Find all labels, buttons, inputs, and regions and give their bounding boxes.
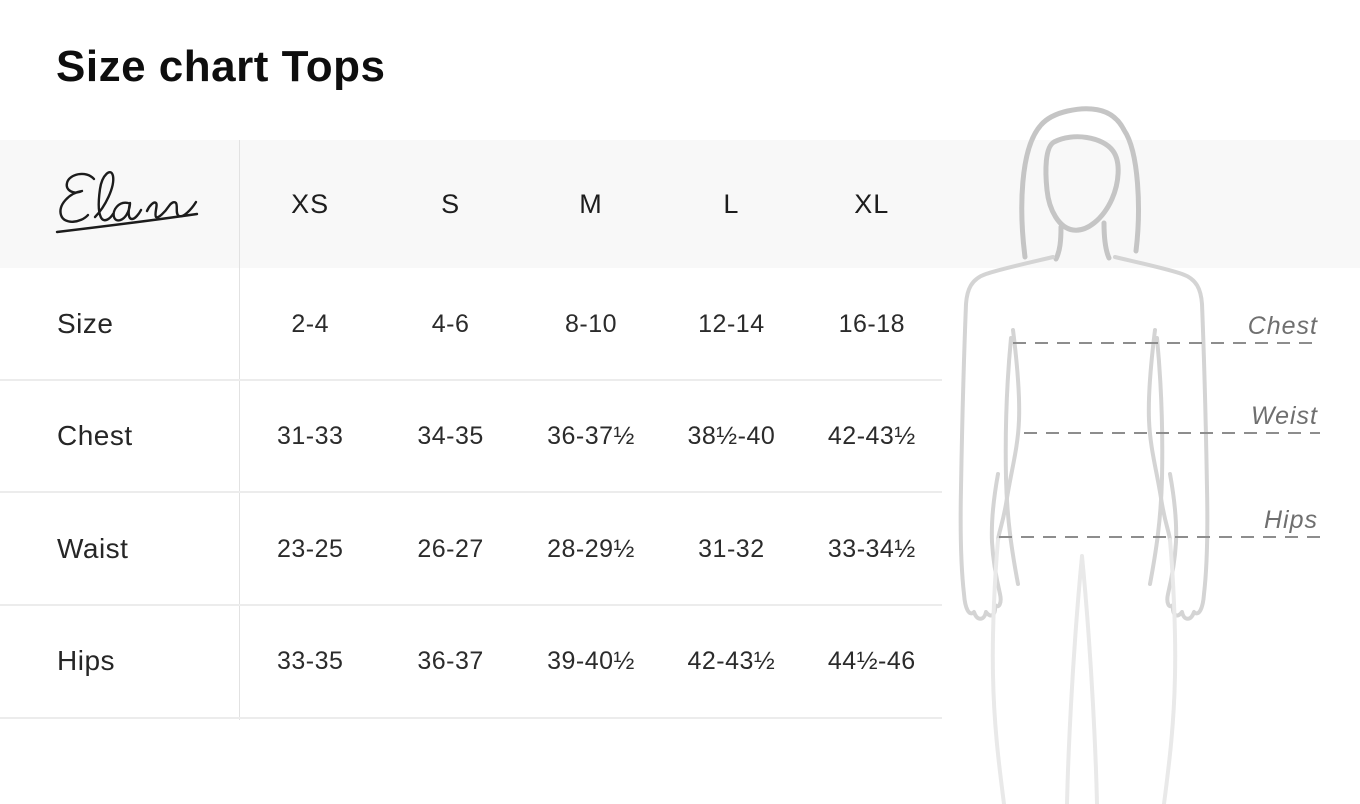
row-separator xyxy=(0,604,942,606)
column-header-l: L xyxy=(723,188,740,219)
row-label-chest: Chest xyxy=(57,420,133,451)
silhouette-face xyxy=(1043,134,1121,233)
silhouette-left-inner-arm xyxy=(1003,336,1020,586)
chest-value-xs: 31-33 xyxy=(276,421,344,450)
hips-value-s: 36-37 xyxy=(417,646,484,675)
waist-value-xs: 23-25 xyxy=(276,534,344,563)
waist-value-m: 28-29½ xyxy=(547,534,635,563)
chest-value-m: 36-37½ xyxy=(547,421,635,450)
table-row-hips: Hips 33-35 36-37 39-40½ 42-43½ 44½-46 xyxy=(0,605,942,717)
size-value-s: 4-6 xyxy=(431,309,470,338)
silhouette-right-inner-arm xyxy=(1148,336,1165,586)
silhouette-left-arm xyxy=(958,255,1055,621)
column-header-xl: XL xyxy=(854,188,890,219)
size-value-xs: 2-4 xyxy=(291,309,330,338)
silhouette-neck xyxy=(1101,220,1112,261)
silhouette-left-leg xyxy=(990,538,1006,804)
silhouette-torso-left xyxy=(996,328,1022,542)
chest-value-xl: 42-43½ xyxy=(827,421,916,450)
body-silhouette-figure: Chest Weist Hips xyxy=(958,106,1320,804)
waist-value-l: 31-32 xyxy=(698,534,765,563)
hips-value-m: 39-40½ xyxy=(547,646,635,675)
silhouette-right-leg xyxy=(1162,538,1178,804)
chest-measure-label: Chest xyxy=(1248,312,1318,340)
chest-value-s: 34-35 xyxy=(417,421,484,450)
header-cells: XS S M L XL xyxy=(240,140,942,268)
row-label-hips: Hips xyxy=(57,645,116,676)
column-header-xs: XS xyxy=(291,188,330,219)
column-divider xyxy=(239,140,240,720)
waist-measure-label: Weist xyxy=(1251,402,1318,430)
table-header-row: XS S M L XL xyxy=(0,140,942,268)
row-label-size: Size xyxy=(57,308,114,339)
brand-signature-icon xyxy=(55,171,199,234)
silhouette-inner-legs xyxy=(1065,554,1099,804)
row-separator xyxy=(0,717,942,719)
row-separator xyxy=(0,491,942,493)
table-row-size: Size 2-4 4-6 8-10 12-14 16-18 xyxy=(0,268,942,380)
hips-value-l: 42-43½ xyxy=(687,646,776,675)
hips-value-xl: 44½-46 xyxy=(827,646,916,675)
silhouette-hair xyxy=(1019,106,1141,260)
chest-value-l: 38½-40 xyxy=(687,421,776,450)
page-title: Size chart Tops xyxy=(56,42,386,91)
table-row-chest: Chest 31-33 34-35 36-37½ 38½-40 42-43½ xyxy=(0,380,942,492)
hips-measure-label: Hips xyxy=(1264,506,1318,534)
waist-value-xl: 33-34½ xyxy=(827,534,916,563)
table-row-waist: Waist 23-25 26-27 28-29½ 31-32 33-34½ xyxy=(0,493,942,605)
silhouette-neck xyxy=(1053,224,1064,262)
column-header-s: S xyxy=(441,188,461,219)
size-value-l: 12-14 xyxy=(698,309,765,338)
waist-value-s: 26-27 xyxy=(417,534,484,563)
row-label-waist: Waist xyxy=(57,533,129,564)
silhouette-torso-right xyxy=(1146,328,1172,542)
column-header-m: M xyxy=(579,188,603,219)
size-value-m: 8-10 xyxy=(564,309,618,338)
row-separator xyxy=(0,379,942,381)
hips-value-xs: 33-35 xyxy=(276,646,344,675)
size-value-xl: 16-18 xyxy=(838,309,906,338)
silhouette-right-arm xyxy=(1113,255,1210,621)
brand-logo xyxy=(54,164,204,247)
